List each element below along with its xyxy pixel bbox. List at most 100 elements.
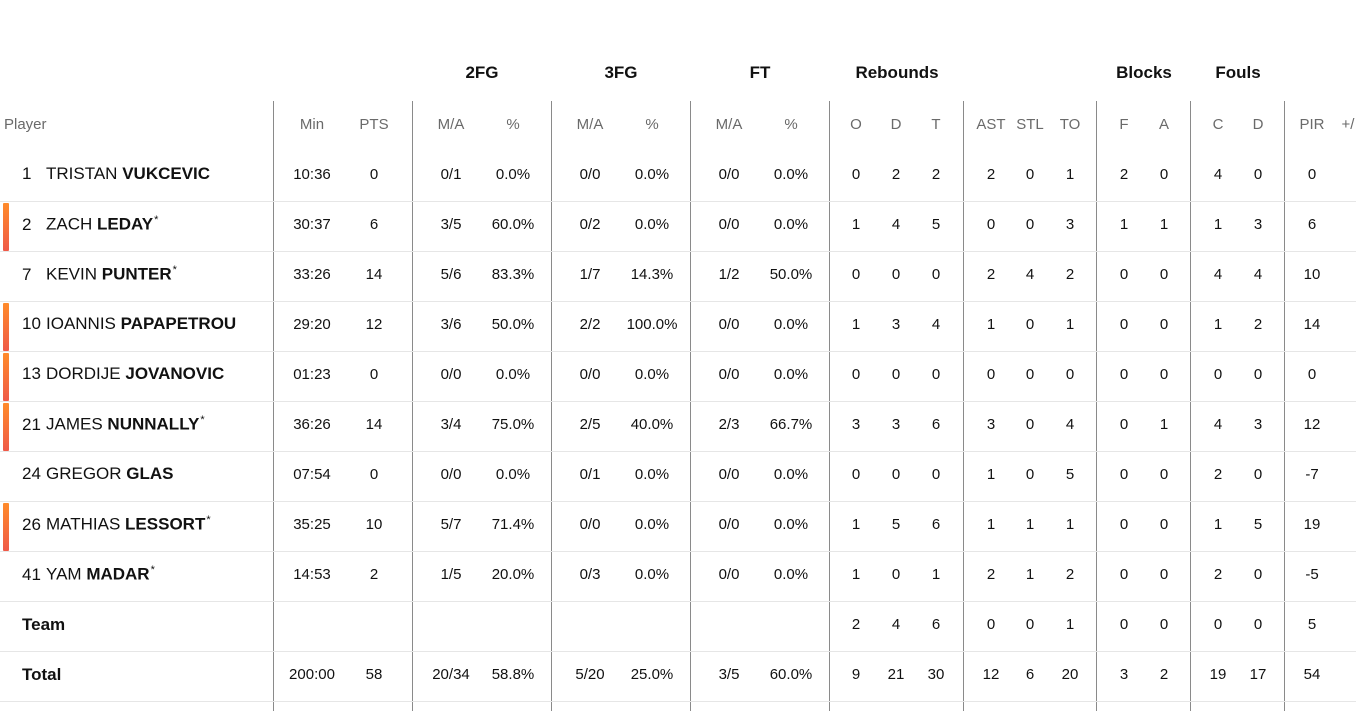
column-header-pm: +/ [1341,116,1355,133]
stat-cell-reb_d: 0 [891,366,901,383]
row-divider [0,651,1356,652]
stat-cell-ast: 12 [982,666,1000,683]
player-first-name: GREGOR [46,464,122,483]
stat-cell-blk_f: 0 [1119,566,1129,583]
stat-cell-fg3_pct: 0.0% [634,516,670,533]
stat-cell-pir: 0 [1307,166,1317,183]
player-number: 7 [22,264,32,284]
stat-cell-reb_d: 4 [891,616,901,633]
player-name[interactable]: 7 KEVIN PUNTER* [22,264,177,285]
stat-cell-blk_f: 0 [1119,416,1129,433]
stat-cell-stl: 0 [1025,416,1035,433]
stat-cell-to: 1 [1065,516,1075,533]
player-first-name: IOANNIS [46,314,116,333]
player-name[interactable]: 41 YAM MADAR* [22,564,155,585]
stat-cell-fg3_ma: 0/1 [579,466,601,483]
player-number: 24 [22,464,41,483]
stat-cell-reb_o: 1 [851,566,861,583]
player-last-name: LEDAY [97,214,154,234]
player-name[interactable]: 26 MATHIAS LESSORT* [22,514,211,535]
stat-cell-ft_pct: 60.0% [769,666,813,683]
stat-cell-foul_d: 3 [1253,416,1263,433]
player-row[interactable]: 41 YAM MADAR* 14:53 2 1/5 20.0% 0/3 0.0% 0/0 0.0%… [0,551,1356,601]
stat-cell-foul_d: 17 [1249,666,1267,683]
stat-cell-foul_c: 0 [1213,616,1223,633]
stat-cell-blk_f: 1 [1119,216,1129,233]
stat-cell-reb_d: 4 [891,216,901,233]
stat-cell-pts: 2 [369,566,379,583]
stat-cell-fg3_ma: 0/0 [579,516,601,533]
stat-cell-fg2_ma: 3/4 [440,416,462,433]
stat-cell-stl: 0 [1025,216,1035,233]
stat-cell-stl: 1 [1025,516,1035,533]
column-header-blk_a: A [1158,116,1169,133]
stat-cell-stl: 0 [1025,316,1035,333]
stat-cell-stl: 0 [1025,366,1035,383]
stat-cell-ft_ma: 0/0 [718,216,740,233]
stat-cell-foul_d: 3 [1253,216,1263,233]
player-name[interactable]: 10 IOANNIS PAPAPETROU [22,314,236,334]
stat-cell-reb_d: 21 [887,666,905,683]
column-header-pir: PIR [1299,116,1325,133]
stat-cell-reb_t: 6 [931,416,941,433]
stat-cell-foul_d: 4 [1253,266,1263,283]
stat-cell-ast: 1 [986,316,996,333]
on-court-indicator [3,303,9,351]
player-row[interactable]: 10 IOANNIS PAPAPETROU 29:20 12 3/6 50.0% 2/2 10… [0,301,1356,351]
column-divider [829,101,830,711]
stat-cell-blk_f: 2 [1119,166,1129,183]
player-name[interactable]: 13 DORDIJE JOVANOVIC [22,364,224,384]
stat-cell-fg2_ma: 5/6 [440,266,462,283]
stat-cell-min: 14:53 [293,566,331,583]
player-row[interactable]: 21 JAMES NUNNALLY* 36:26 14 3/4 75.0% 2/5 40.0%… [0,401,1356,451]
stat-cell-ast: 2 [986,166,996,183]
player-last-name: PUNTER [101,264,172,284]
stat-cell-foul_c: 4 [1213,266,1223,283]
player-row[interactable]: 24 GREGOR GLAS 07:54 0 0/0 0.0% 0/1 0.0% 0/0 0.0%… [0,451,1356,501]
stat-cell-foul_c: 0 [1213,366,1223,383]
stat-cell-pts: 0 [369,166,379,183]
stat-cell-ast: 0 [986,216,996,233]
stat-cell-ft_pct: 0.0% [773,216,809,233]
column-header-pts: PTS [359,116,389,133]
stat-cell-reb_o: 1 [851,516,861,533]
stat-cell-ft_ma: 0/0 [718,516,740,533]
player-last-name: GLAS [126,464,174,483]
starter-mark: * [154,214,159,226]
player-number: 2 [22,214,32,234]
player-row[interactable]: 13 DORDIJE JOVANOVIC 01:23 0 0/0 0.0% 0/0 0.0% 0… [0,351,1356,401]
stat-cell-stl: 1 [1025,566,1035,583]
stat-cell-ast: 2 [986,266,996,283]
stat-cell-min: 01:23 [293,366,331,383]
player-name[interactable]: 24 GREGOR GLAS [22,464,174,484]
player-column-header: Player [4,116,47,133]
stat-cell-pts: 0 [369,466,379,483]
player-name[interactable]: 2 ZACH LEDAY* [22,214,158,235]
stat-cell-blk_a: 1 [1159,216,1169,233]
stat-cell-reb_t: 5 [931,216,941,233]
player-first-name: KEVIN [46,264,98,284]
group-header: FT [749,63,771,82]
player-name[interactable]: 1 TRISTAN VUKCEVIC [22,164,210,184]
stat-cell-reb_t: 1 [931,566,941,583]
stat-cell-stl: 0 [1025,466,1035,483]
stat-cell-foul_c: 19 [1209,666,1227,683]
player-row[interactable]: 7 KEVIN PUNTER* 33:26 14 5/6 83.3% 1/7 14.3% 1/2… [0,251,1356,301]
stat-cell-foul_d: 0 [1253,166,1263,183]
starter-mark: * [150,564,155,576]
player-name[interactable]: 21 JAMES NUNNALLY* [22,414,205,435]
stat-cell-pir: 12 [1303,416,1321,433]
stat-cell-blk_a: 0 [1159,566,1169,583]
stat-cell-to: 0 [1065,366,1075,383]
column-header-fg3_pct: % [645,116,659,133]
stat-cell-foul_d: 0 [1253,366,1263,383]
player-row[interactable]: 1 TRISTAN VUKCEVIC 10:36 0 0/1 0.0% 0/0 0.0% 0/0… [0,151,1356,201]
stat-cell-to: 2 [1065,566,1075,583]
stat-cell-fg2_pct: 71.4% [491,516,535,533]
player-row[interactable]: 26 MATHIAS LESSORT* 35:25 10 5/7 71.4% 0/0 0.0%… [0,501,1356,551]
stat-cell-stl: 0 [1025,166,1035,183]
player-row[interactable]: 2 ZACH LEDAY* 30:37 6 3/5 60.0% 0/2 0.0% 0/0 0.0%… [0,201,1356,251]
stat-cell-blk_a: 0 [1159,616,1169,633]
player-number: 10 [22,314,41,333]
player-first-name: YAM [46,564,82,584]
